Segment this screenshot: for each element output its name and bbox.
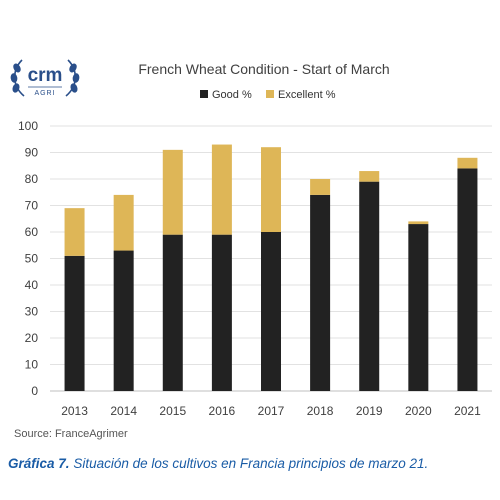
caption-text: Situación de los cultivos en Francia pri…: [73, 456, 429, 471]
y-axis: 0 10 20 30 40 50 60 70 80 90 100: [18, 119, 38, 398]
y-tick-label: 70: [25, 199, 39, 213]
bar-excellent: [261, 147, 281, 232]
bar-good: [211, 234, 232, 391]
x-tick-label: 2018: [307, 404, 334, 418]
bar-good: [457, 168, 478, 391]
bar-excellent: [113, 194, 134, 251]
y-tick-label: 10: [25, 358, 39, 372]
bar-excellent: [408, 221, 429, 225]
logo-subtext: AGRI: [34, 90, 55, 97]
bar-excellent: [211, 144, 232, 235]
x-tick-label: 2013: [61, 404, 88, 418]
laurel-left-icon: [10, 59, 25, 97]
x-tick-label: 2020: [405, 404, 432, 418]
bar-good: [359, 181, 380, 391]
caption-label: Gráfica 7.: [8, 456, 70, 471]
x-tick-label: 2014: [110, 404, 137, 418]
logo-text: crm: [28, 65, 63, 86]
bar-excellent: [457, 157, 478, 169]
source-note: Source: FranceAgrimer: [14, 428, 128, 440]
chart-title: French Wheat Condition - Start of March: [138, 61, 389, 77]
y-tick-label: 80: [25, 172, 39, 186]
crm-agri-logo: crm AGRI: [10, 59, 80, 97]
y-tick-label: 0: [31, 384, 38, 398]
x-tick-label: 2015: [159, 404, 186, 418]
x-axis: 2013 2014 2015 2016 2017 2018 2019 2020 2021: [61, 404, 481, 418]
legend-swatch-good: [200, 90, 208, 98]
y-tick-label: 50: [25, 252, 39, 266]
laurel-right-icon: [65, 59, 80, 97]
legend: Good % Excellent %: [200, 89, 336, 101]
bar-good: [113, 250, 134, 391]
x-tick-label: 2016: [209, 404, 236, 418]
legend-swatch-excellent: [266, 90, 274, 98]
legend-label-good: Good %: [212, 89, 252, 101]
bars: [64, 144, 478, 391]
wheat-condition-chart: French Wheat Condition - Start of March …: [18, 61, 492, 418]
y-tick-label: 20: [25, 331, 39, 345]
y-tick-label: 40: [25, 278, 39, 292]
x-tick-label: 2019: [356, 404, 383, 418]
y-tick-label: 90: [25, 146, 39, 160]
figure-caption: Gráfica 7. Situación de los cultivos en …: [8, 456, 500, 471]
y-tick-label: 60: [25, 225, 39, 239]
y-tick-label: 100: [18, 119, 38, 133]
bar-good: [261, 232, 281, 391]
x-tick-label: 2021: [454, 404, 481, 418]
bar-excellent: [162, 149, 183, 235]
legend-label-excellent: Excellent %: [278, 89, 336, 101]
x-tick-label: 2017: [258, 404, 285, 418]
bar-good: [408, 224, 429, 391]
bar-excellent: [310, 179, 331, 195]
y-tick-label: 30: [25, 305, 39, 319]
bar-good: [162, 234, 183, 391]
bar-excellent: [359, 171, 380, 182]
bar-excellent: [64, 208, 85, 256]
bar-good: [64, 255, 85, 391]
bar-good: [310, 194, 331, 391]
